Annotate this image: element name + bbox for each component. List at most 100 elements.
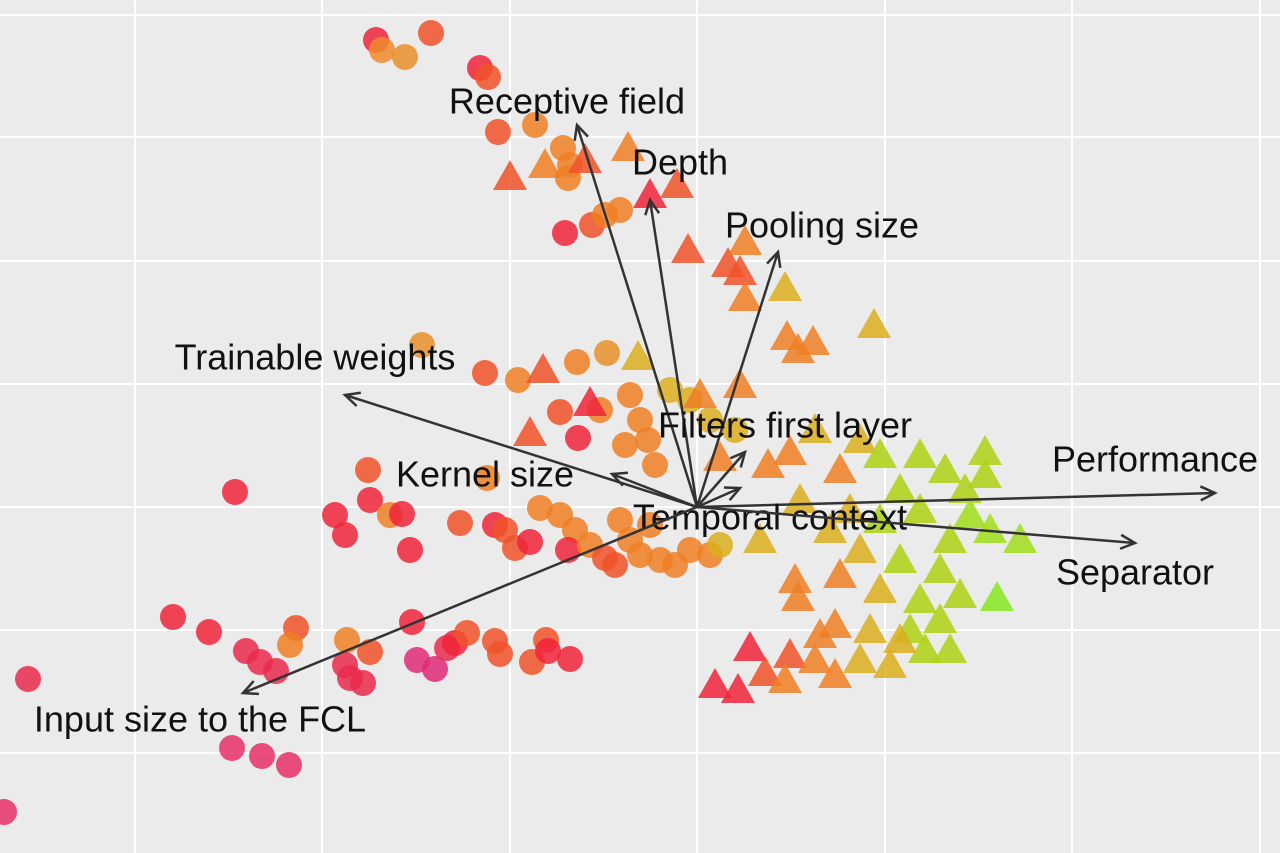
arrow-label: Input size to the FCL (34, 699, 366, 740)
circle-point (392, 44, 418, 70)
circle-point (357, 487, 383, 513)
loading-arrow (611, 472, 698, 509)
triangle-point (796, 325, 830, 355)
arrow-label: Depth (632, 142, 728, 183)
loading-arrow (575, 124, 699, 508)
circle-point (475, 64, 501, 90)
arrow-label: Kernel size (396, 454, 574, 495)
triangle-point (843, 423, 877, 453)
circle-point (474, 465, 500, 491)
triangle-point (611, 131, 645, 161)
loading-arrow (696, 491, 1216, 509)
arrow-label: Filters first layer (658, 405, 912, 446)
triangle-point (933, 633, 967, 663)
circle-point (399, 609, 425, 635)
triangle-point (733, 631, 767, 661)
triangle-point (883, 543, 917, 573)
circle-point (472, 360, 498, 386)
circle-point (722, 417, 748, 443)
triangle-point (883, 473, 917, 503)
arrow-head (573, 122, 589, 142)
triangle-point (903, 583, 937, 613)
triangle-point (903, 438, 937, 468)
circle-point (369, 37, 395, 63)
circle-point (535, 638, 561, 664)
triangle-point (728, 281, 762, 311)
circle-point (15, 666, 41, 692)
circle-point (409, 332, 435, 358)
triangle-point (928, 453, 962, 483)
triangle-point (883, 623, 917, 653)
triangle-point (723, 255, 757, 285)
triangle-point (933, 523, 967, 553)
arrow-head (342, 391, 362, 407)
arrow-label: Temporal context (633, 497, 907, 538)
circle-point (454, 620, 480, 646)
triangle-point (773, 435, 807, 465)
loading-arrow (696, 486, 741, 509)
loading-arrow (696, 451, 746, 508)
circle-point (627, 542, 653, 568)
triangle-point (721, 673, 755, 703)
circle-point (607, 507, 633, 533)
triangle-point (526, 353, 560, 383)
triangle-point (843, 533, 877, 563)
loading-arrow (696, 505, 1136, 545)
circle-point (322, 502, 348, 528)
triangle-point (908, 633, 942, 663)
circle-point (389, 501, 415, 527)
triangle-point (863, 438, 897, 468)
triangle-point (768, 663, 802, 693)
triangle-point (513, 416, 547, 446)
triangle-point (863, 503, 897, 533)
arrow-head (644, 197, 661, 216)
arrow-label: Receptive field (449, 81, 685, 122)
loading-arrow (648, 199, 699, 508)
circle-point (355, 457, 381, 483)
arrow-label: Separator (1056, 552, 1214, 593)
triangle-point (768, 271, 802, 301)
triangle-point (903, 493, 937, 523)
circle-point (332, 522, 358, 548)
triangle-point (493, 160, 527, 190)
circle-point (350, 670, 376, 696)
circle-point (594, 340, 620, 366)
circle-point (219, 735, 245, 761)
circle-point (627, 407, 653, 433)
triangle-point (843, 643, 877, 673)
circle-point (564, 349, 590, 375)
circle-point (527, 495, 553, 521)
triangle-point (953, 498, 987, 528)
circle-point (357, 639, 383, 665)
circle-point (222, 479, 248, 505)
triangle-point (781, 333, 815, 363)
triangle-point (857, 308, 891, 338)
circle-point (612, 432, 638, 458)
circle-point (677, 537, 703, 563)
triangle-point (633, 178, 667, 208)
arrow-label: Performance (1052, 439, 1258, 480)
circle-point (447, 510, 473, 536)
triangle-point (968, 435, 1002, 465)
circle-point (565, 425, 591, 451)
triangle-point (833, 493, 867, 523)
circle-point (277, 632, 303, 658)
circle-point (276, 752, 302, 778)
triangle-point (751, 448, 785, 478)
triangle-point (781, 581, 815, 611)
circle-point (418, 20, 444, 46)
circle-point (607, 197, 633, 223)
triangle-point (823, 453, 857, 483)
triangle-point (923, 603, 957, 633)
arrow-head (729, 449, 747, 468)
circle-point (160, 604, 186, 630)
triangle-point (923, 553, 957, 583)
circle-point (487, 641, 513, 667)
triangle-point (568, 143, 602, 173)
triangle-point (573, 386, 607, 416)
circle-point (617, 382, 643, 408)
triangle-point (798, 413, 832, 443)
circle-point (602, 552, 628, 578)
arrow-label: Trainable weights (175, 337, 456, 378)
